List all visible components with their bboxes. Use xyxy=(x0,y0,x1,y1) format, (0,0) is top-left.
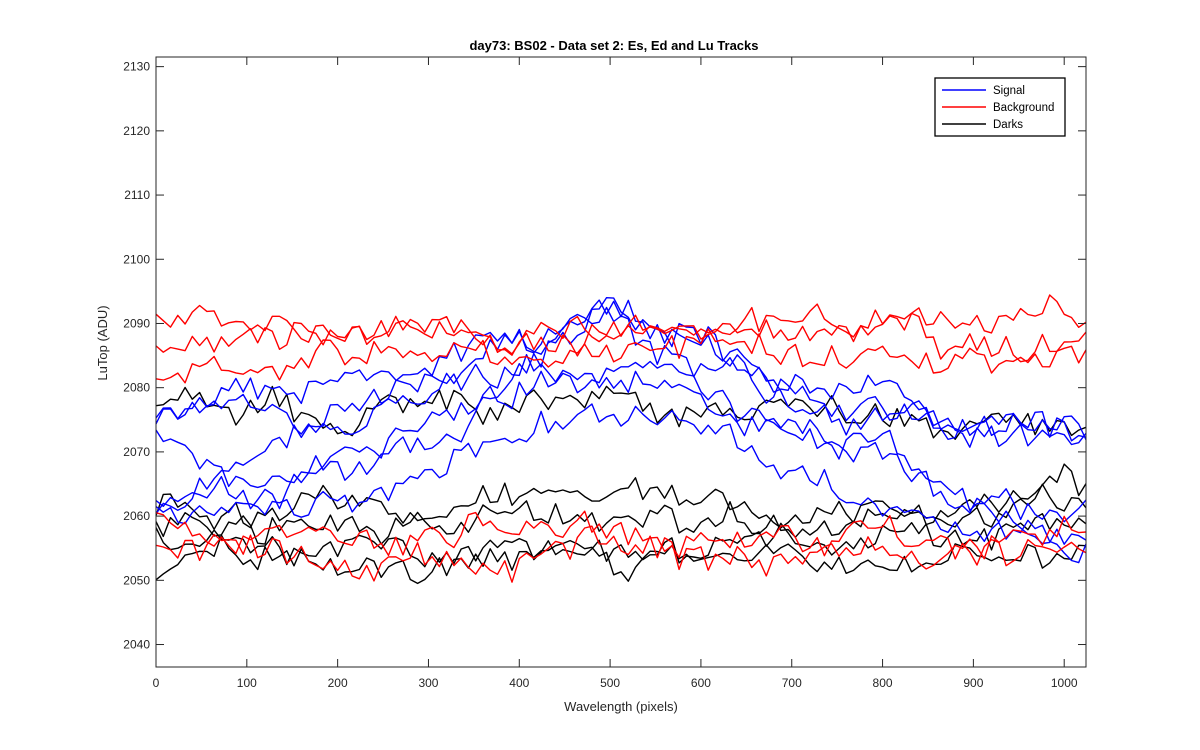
series-line-signal xyxy=(155,297,1087,489)
x-tick-label: 1000 xyxy=(1051,676,1078,690)
y-tick-label: 2070 xyxy=(123,445,150,459)
series-line-signal xyxy=(155,360,1087,523)
chart-title: day73: BS02 - Data set 2: Es, Ed and Lu … xyxy=(469,38,758,53)
series-line-background xyxy=(155,294,1087,357)
legend-label-darks: Darks xyxy=(993,119,1023,131)
y-tick-label: 2050 xyxy=(123,573,150,587)
series-line-darks xyxy=(155,463,1087,530)
series-line-signal xyxy=(155,299,1087,515)
y-tick-label: 2100 xyxy=(123,252,150,266)
x-tick-label: 600 xyxy=(691,676,711,690)
series-line-darks xyxy=(155,385,1087,440)
y-tick-label: 2080 xyxy=(123,381,150,395)
series-line-signal xyxy=(155,354,1087,545)
legend-label-signal: Signal xyxy=(993,85,1025,97)
series-line-background xyxy=(155,510,1087,566)
y-tick-label: 2090 xyxy=(123,316,150,330)
y-tick-label: 2120 xyxy=(123,124,150,138)
x-tick-label: 700 xyxy=(782,676,802,690)
x-tick-label: 900 xyxy=(963,676,983,690)
y-tick-label: 2110 xyxy=(124,188,150,202)
x-tick-label: 500 xyxy=(600,676,620,690)
series-line-darks xyxy=(155,513,1087,568)
ticks-layer: 0 100 200 300 400 500 600 700 800 900 1000 2040 2050… xyxy=(123,57,1086,690)
series-line-background xyxy=(155,525,1087,583)
x-tick-label: 800 xyxy=(873,676,893,690)
series-layer xyxy=(155,294,1087,585)
x-tick-label: 300 xyxy=(418,676,438,690)
y-tick-label: 2060 xyxy=(123,509,150,523)
plot-area xyxy=(156,57,1086,667)
series-line-signal xyxy=(155,403,1087,564)
series-line-background xyxy=(155,328,1087,384)
legend-label-background: Background xyxy=(993,102,1054,114)
x-tick-label: 200 xyxy=(328,676,348,690)
y-tick-label: 2130 xyxy=(123,60,150,74)
axes-box xyxy=(155,56,1087,668)
x-axis-label: Wavelength (pixels) xyxy=(564,699,678,714)
x-tick-label: 0 xyxy=(153,676,160,690)
y-tick-label: 2040 xyxy=(123,638,150,652)
x-tick-label: 400 xyxy=(509,676,529,690)
series-line-background xyxy=(155,303,1087,363)
x-tick-label: 100 xyxy=(237,676,257,690)
y-axis-label: LuTop (ADU) xyxy=(95,305,110,380)
legend: Signal Background Darks xyxy=(934,77,1066,137)
